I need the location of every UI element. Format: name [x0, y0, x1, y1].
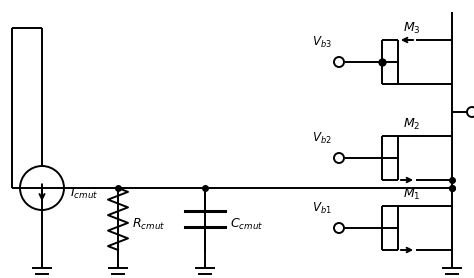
Text: $M_3$: $M_3$ — [403, 21, 420, 36]
Text: $I_{cmut}$: $I_{cmut}$ — [70, 185, 98, 200]
Text: $V_{b1}$: $V_{b1}$ — [312, 201, 332, 216]
Text: $V_{b2}$: $V_{b2}$ — [312, 131, 332, 146]
Text: $C_{cmut}$: $C_{cmut}$ — [230, 217, 264, 232]
Text: $M_2$: $M_2$ — [403, 117, 420, 132]
Text: $V_{b3}$: $V_{b3}$ — [312, 35, 332, 50]
Text: $M_1$: $M_1$ — [403, 187, 420, 202]
Text: $R_{cmut}$: $R_{cmut}$ — [132, 217, 165, 232]
